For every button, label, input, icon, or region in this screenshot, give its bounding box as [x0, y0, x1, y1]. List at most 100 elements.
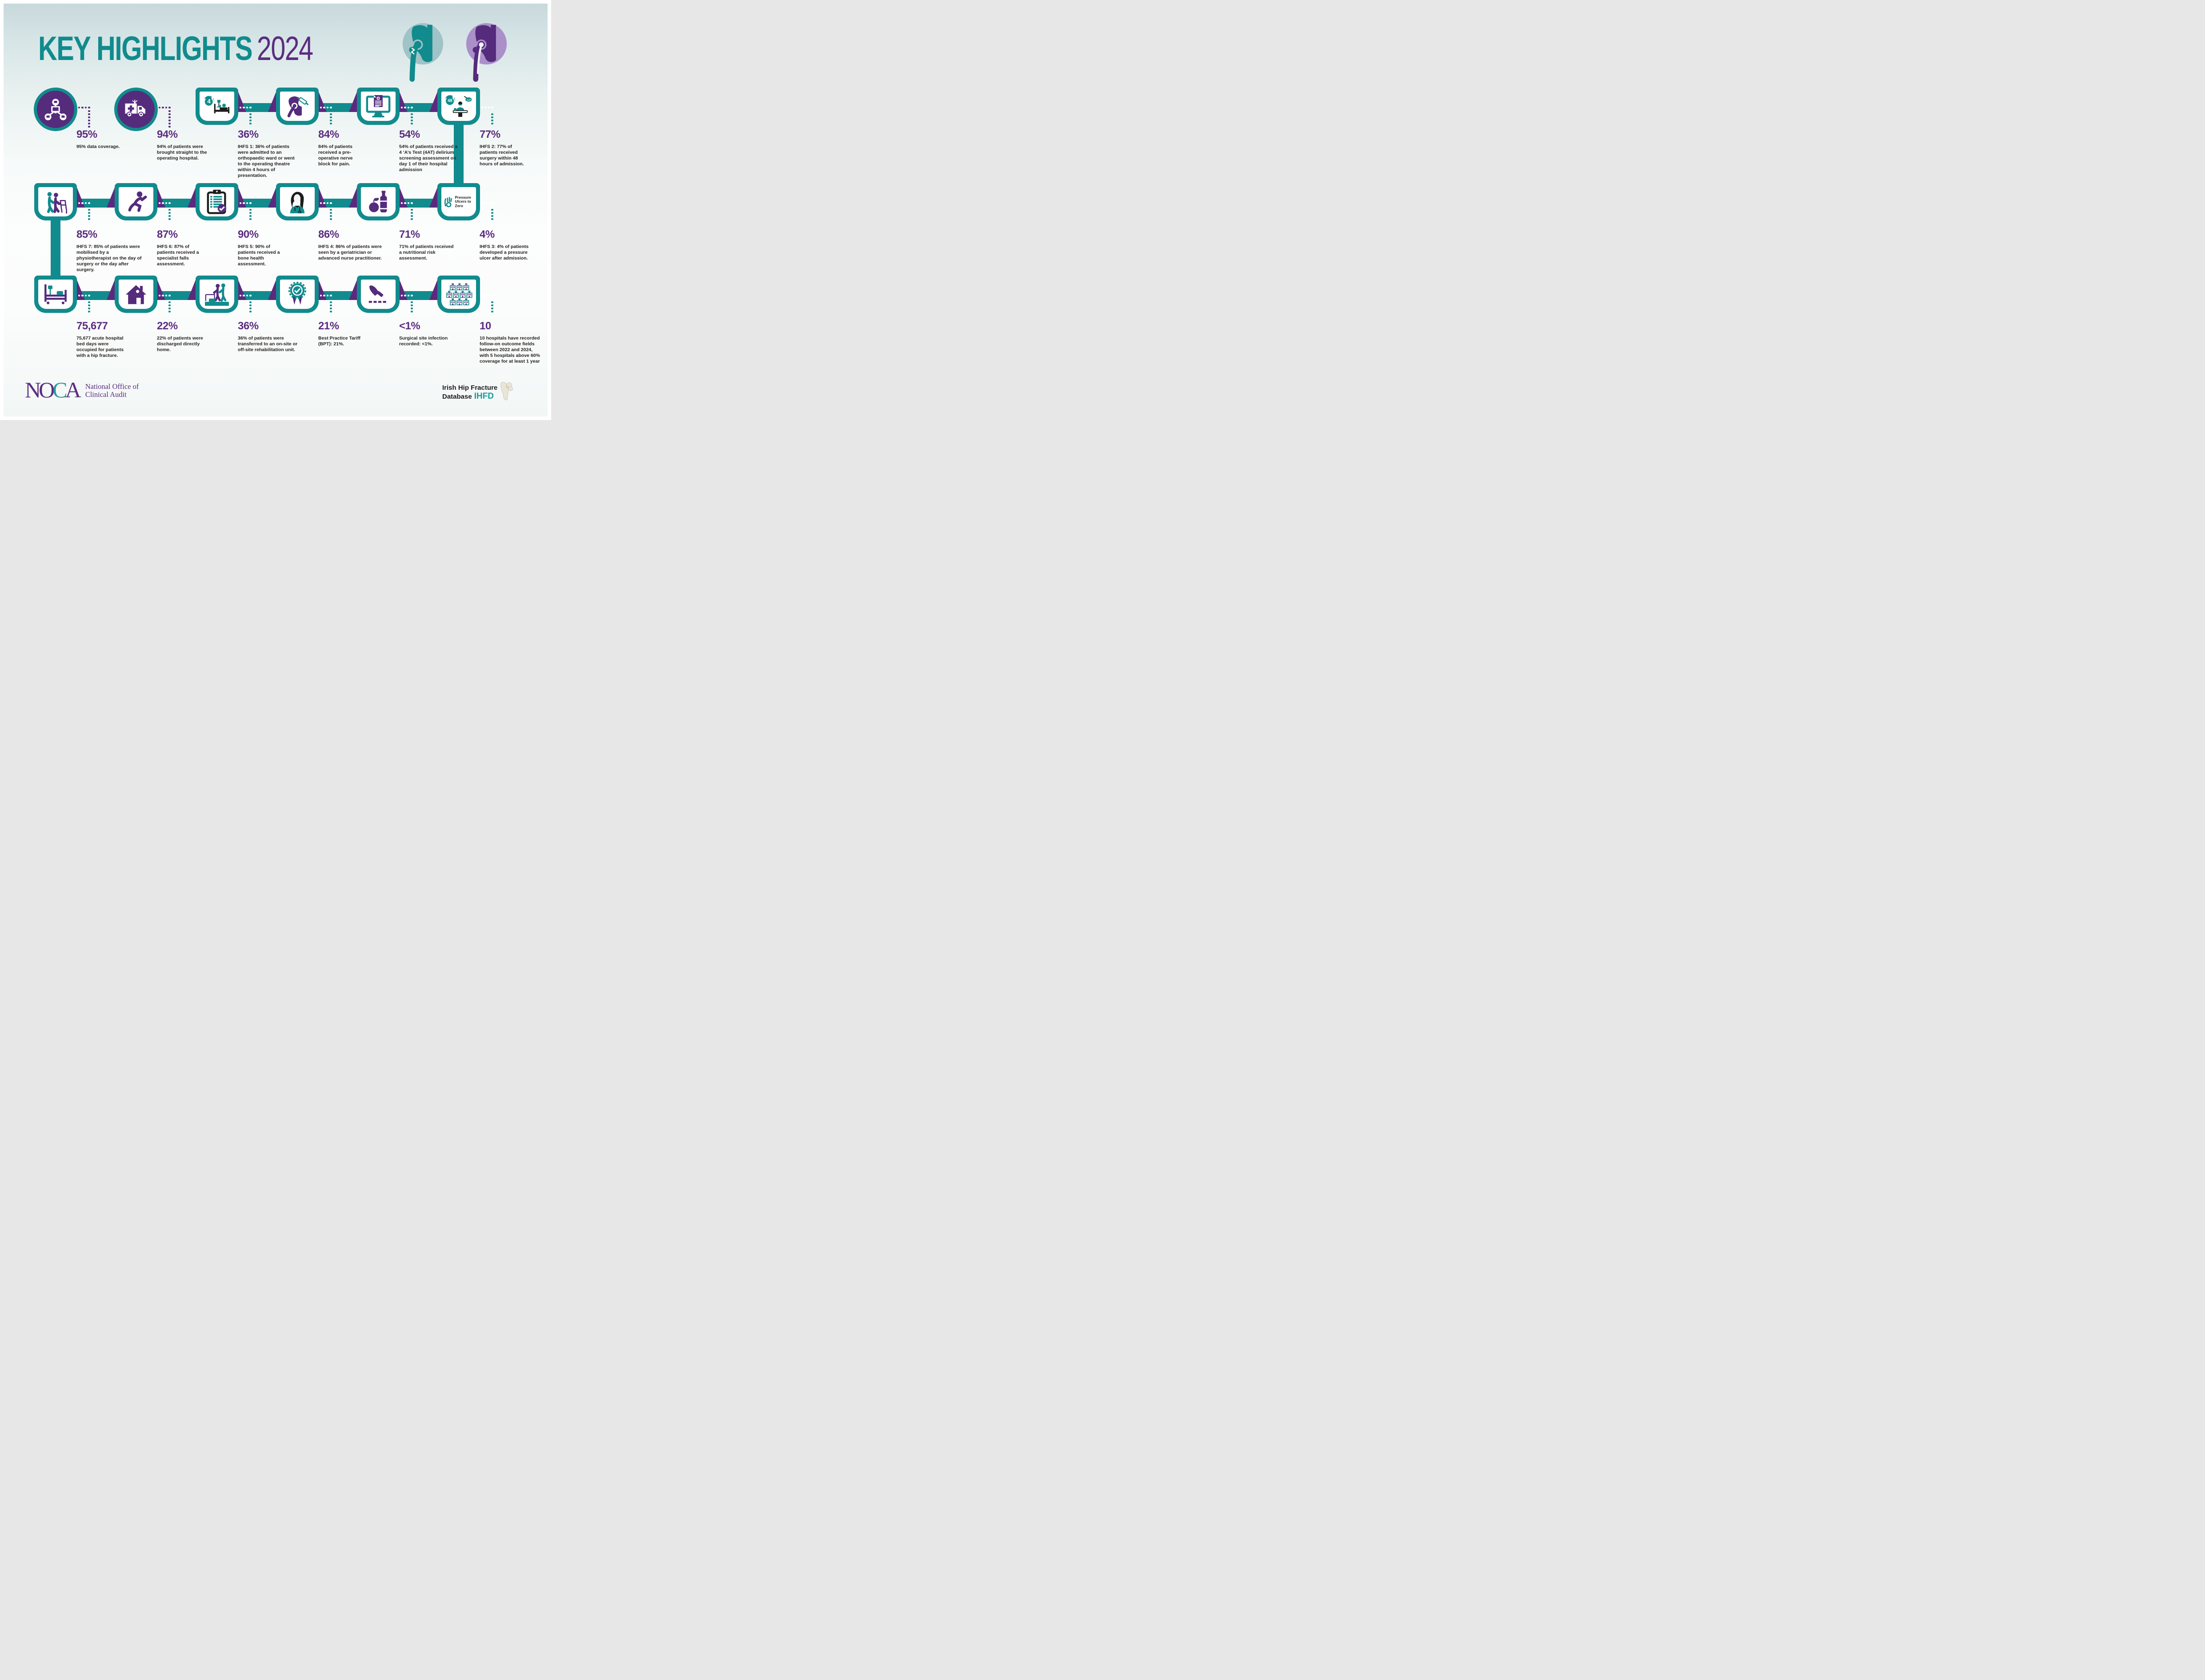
connector-dot	[491, 301, 493, 304]
connector-dot	[249, 122, 252, 125]
nurse-icon	[280, 187, 315, 216]
monitor-document-icon	[361, 92, 396, 121]
connector-dot	[158, 106, 161, 109]
connector-dot-white	[323, 106, 325, 109]
connector-dot	[168, 125, 171, 128]
desc-discharged-home: 22% of patients were discharged directly…	[157, 336, 203, 352]
desc-follow-on-hospitals: 10 hospitals have recorded follow-on out…	[480, 336, 540, 364]
connector-dot	[168, 122, 171, 125]
noca-letter-a: A	[65, 377, 81, 402]
connector-dot	[330, 116, 332, 119]
stat-ambulance-transfer: 94%	[157, 128, 178, 140]
badge-surgical-site-infection	[357, 276, 400, 313]
connector-dot	[88, 106, 90, 109]
connector-dot-white	[404, 294, 406, 297]
connector-dot	[330, 208, 332, 211]
connector-dot-white	[162, 294, 164, 297]
connector-dot	[330, 310, 332, 313]
stat-nerve-block: 84%	[318, 128, 339, 140]
badge-nutrition-risk	[357, 183, 400, 220]
connector-dot-white	[158, 294, 161, 297]
connector-dot	[165, 106, 168, 109]
connector-dot-white	[320, 202, 322, 204]
connector-dot	[168, 208, 171, 211]
connector-dot	[411, 212, 413, 214]
badge-nerve-block	[276, 88, 319, 125]
forty-eight-hour-surgery-icon: 48	[441, 92, 476, 121]
stat-mobilisation: 85%	[76, 228, 97, 240]
connector-dot	[330, 301, 332, 304]
connector-dot-white	[407, 106, 410, 109]
desc-pressure-ulcers: IHFS 3: 4% of patients developed a press…	[480, 244, 529, 261]
connector-dot	[88, 301, 90, 304]
walker-icon	[38, 187, 73, 216]
bone-icon	[500, 381, 514, 403]
connector-dot-white	[88, 294, 90, 297]
ihfd-logo-text: Irish Hip Fracture Database IHFD	[442, 384, 497, 401]
desc-best-practice-tariff: Best Practice Tariff (BPT): 21%.	[318, 336, 360, 347]
connector-dot-white	[411, 294, 413, 297]
stat-pressure-ulcers: 4%	[480, 228, 495, 240]
connector-dot-white	[481, 202, 484, 204]
connector-dot	[168, 307, 171, 310]
noca-logo-text: National Office of Clinical Audit	[85, 380, 139, 399]
connector-dot	[491, 307, 493, 310]
badge-data-coverage	[34, 88, 77, 131]
connector-dot-white	[168, 202, 171, 204]
connector-dot	[81, 106, 84, 109]
connector-dot	[491, 310, 493, 313]
connector-dot-white	[239, 294, 242, 297]
connector-dot-white	[243, 294, 245, 297]
connector-dot	[491, 122, 493, 125]
stat-best-practice-tariff: 21%	[318, 320, 339, 332]
connector-dot-white	[491, 202, 493, 204]
connector-dot-white	[488, 294, 490, 297]
connector-dot	[249, 218, 252, 220]
connector-dot	[168, 215, 171, 217]
connector-dot	[249, 310, 252, 313]
connector-dot	[411, 116, 413, 119]
badge-ambulance-transfer	[114, 88, 158, 131]
badge-rehabilitation	[196, 276, 238, 313]
connector-dot	[88, 215, 90, 217]
connector-dot-white	[491, 294, 493, 297]
connector-dot	[330, 122, 332, 125]
desc-bed-days: 75,677 acute hospital bed days were occu…	[76, 336, 124, 358]
connector-dot-white	[491, 106, 493, 109]
stat-surgical-site-infection: <1%	[399, 320, 420, 332]
connector-dot-white	[165, 294, 168, 297]
connector-dot	[88, 116, 90, 119]
connector-dot-white	[407, 202, 410, 204]
connector-dot-white	[239, 106, 242, 109]
hip-fracture-icon	[401, 22, 444, 85]
badge-best-practice-tariff	[276, 276, 319, 313]
connector-dot-white	[320, 294, 322, 297]
connector-dot	[411, 301, 413, 304]
connector-dot-white	[249, 106, 252, 109]
connector-dot-white	[330, 106, 332, 109]
stat-delirium-screening: 54%	[399, 128, 420, 140]
noca-letter-o: O	[39, 377, 55, 402]
timeline-bar	[154, 199, 199, 208]
connector-dot-white	[249, 294, 252, 297]
connector-dot	[491, 208, 493, 211]
connector-dot	[168, 106, 171, 109]
scalpel-icon	[361, 280, 396, 309]
stat-nutrition-risk: 71%	[399, 228, 420, 240]
vertical-connector-col6	[454, 116, 464, 190]
connector-dot-white	[400, 106, 403, 109]
connector-dot	[88, 212, 90, 214]
connector-dot	[330, 212, 332, 214]
clipboard-check-icon	[200, 187, 234, 216]
timeline-bar	[73, 291, 118, 300]
desc-surgical-site-infection: Surgical site infection recorded: <1%.	[399, 336, 448, 347]
ok-hand-icon: Pressure Ulcers to Zero	[441, 187, 476, 216]
connector-dot-white	[411, 106, 413, 109]
ihfd-line2: Database	[442, 393, 472, 400]
connector-dot	[330, 215, 332, 217]
badge-discharged-home	[115, 276, 157, 313]
connector-dot-white	[407, 294, 410, 297]
connector-dot-white	[326, 294, 329, 297]
timeline-bar	[315, 291, 360, 300]
connector-dot	[330, 307, 332, 310]
